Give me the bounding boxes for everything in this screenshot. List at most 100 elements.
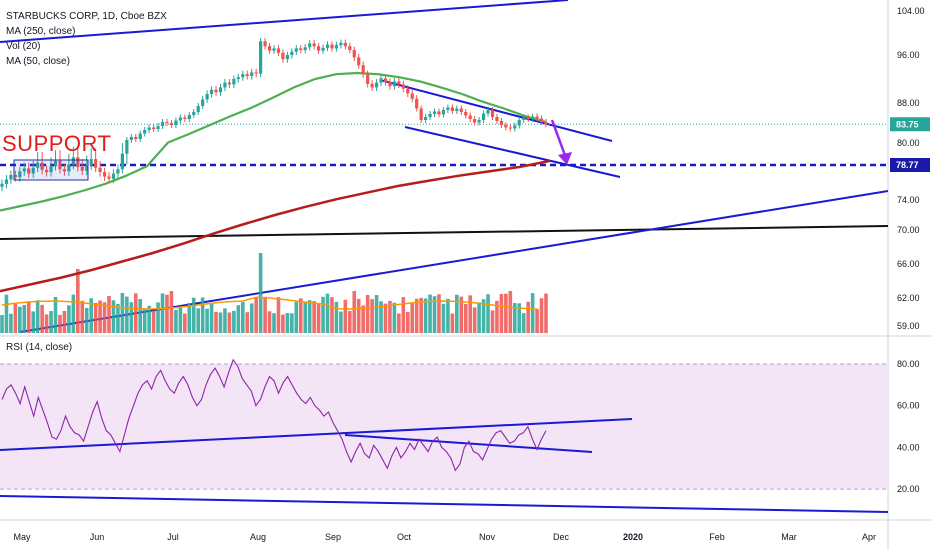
volume-bar	[370, 299, 374, 333]
volume-bar	[254, 297, 258, 333]
candle-body	[495, 117, 499, 121]
support-price-label: 78.77	[896, 160, 919, 170]
time-tick-label: Oct	[397, 532, 412, 542]
volume-bar	[423, 298, 428, 333]
falling-channel-top	[379, 79, 613, 142]
time-tick-label: 2020	[623, 532, 643, 542]
candle-body	[339, 42, 343, 46]
candle-body	[325, 44, 330, 48]
candle-body	[134, 137, 138, 139]
volume-bar	[44, 314, 49, 333]
volume-bar	[49, 311, 53, 333]
time-tick-label: Jun	[90, 532, 105, 542]
candle-body	[481, 113, 486, 120]
price-tick-label: 80.00	[897, 138, 920, 148]
candle-body	[214, 89, 218, 93]
candle-body	[165, 122, 169, 123]
volume-bar	[125, 296, 129, 333]
time-tick-label: Aug	[250, 532, 266, 542]
candle-body	[13, 175, 17, 178]
candle-body	[263, 41, 267, 47]
candle-body	[308, 43, 312, 48]
candle-body	[4, 179, 9, 184]
volume-bar	[303, 301, 308, 333]
volume-bar	[544, 293, 548, 333]
volume-bar	[312, 301, 316, 333]
volume-bar	[178, 306, 183, 333]
candle-body	[71, 157, 75, 165]
volume-bar	[26, 301, 31, 333]
support-box	[13, 159, 89, 181]
volume-bar	[71, 294, 76, 333]
candle-body	[89, 159, 93, 166]
volume-bar	[383, 303, 388, 333]
candle-body	[272, 48, 276, 51]
volume-bar	[35, 300, 40, 333]
candle-body	[67, 164, 71, 172]
time-tick-label: Nov	[479, 532, 496, 542]
volume-bar	[58, 314, 62, 333]
volume-bar	[142, 308, 147, 333]
volume-bar	[13, 302, 18, 333]
candle-body	[464, 112, 468, 116]
time-tick-label: Dec	[553, 532, 570, 542]
candle-body	[303, 47, 307, 51]
candle-body	[107, 176, 111, 179]
volume-bar	[89, 298, 93, 333]
volume-bar	[419, 297, 423, 333]
candle-body	[312, 43, 316, 47]
ma50-legend: MA (50, close)	[6, 56, 70, 67]
volume-bar	[477, 302, 481, 333]
volume-bar	[200, 297, 205, 333]
volume-bar	[249, 303, 254, 333]
volume-bar	[307, 300, 312, 333]
volume-bar	[53, 296, 58, 333]
down-arrow	[550, 119, 568, 159]
candle-body	[94, 159, 98, 168]
black-trendline	[0, 225, 889, 240]
rsi-tick-label: 80.00	[897, 359, 920, 369]
candle-body	[544, 122, 548, 125]
candle-body	[120, 153, 124, 170]
time-tick-label: Feb	[709, 532, 725, 542]
candle-body	[236, 77, 240, 79]
candle-body	[424, 117, 428, 120]
volume-bar	[410, 303, 415, 333]
volume-bar	[18, 306, 22, 333]
volume-bar	[0, 315, 4, 333]
volume-bar	[98, 300, 102, 333]
volume-bar	[298, 298, 303, 333]
rsi-band	[0, 364, 888, 490]
volume-bar	[339, 311, 343, 333]
candle-body	[76, 157, 80, 167]
candle-body	[27, 168, 31, 174]
volume-bar	[116, 303, 120, 333]
candle-body	[459, 108, 463, 112]
candle-body	[366, 74, 370, 84]
volume-bar	[31, 311, 36, 333]
candle-body	[522, 117, 526, 120]
volume-bar	[151, 310, 156, 333]
candle-body	[232, 79, 236, 85]
symbol-title: STARBUCKS CORP, 1D, Cboe BZX	[6, 11, 167, 22]
candle-body	[245, 74, 249, 76]
volume-bar	[209, 303, 214, 333]
candle-body	[428, 114, 432, 117]
volume-bar	[441, 303, 446, 333]
candle-body	[116, 169, 120, 174]
volume-bar	[281, 314, 285, 333]
volume-bar	[521, 313, 526, 333]
volume-bar	[388, 300, 392, 333]
candle-body	[143, 130, 147, 134]
rsi-tick-label: 40.00	[897, 442, 920, 452]
volume-bar	[379, 301, 383, 333]
ma250-line	[0, 159, 551, 293]
volume-bar	[80, 300, 85, 333]
price-tick-label: 74.00	[897, 195, 920, 205]
candle-body	[241, 74, 245, 78]
candle-body	[352, 50, 356, 58]
volume-bar	[93, 302, 98, 333]
rsi-lower-trendline	[0, 495, 889, 513]
volume-bar	[183, 313, 187, 333]
